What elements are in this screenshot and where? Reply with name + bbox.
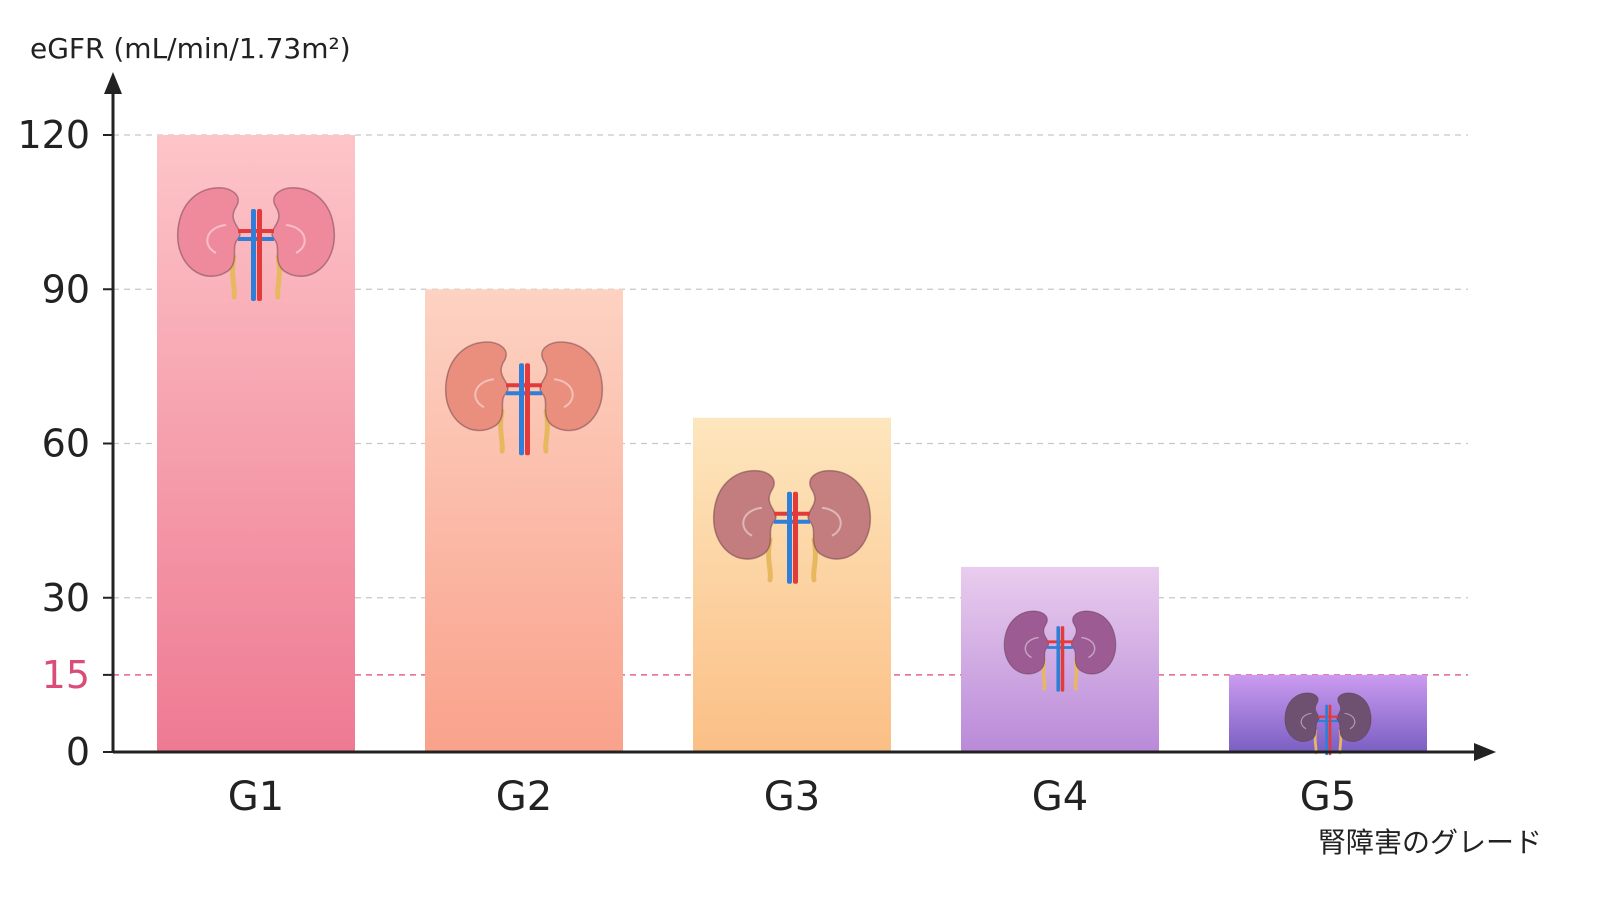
x-category-label-G5: G5 (1300, 774, 1356, 820)
axes (104, 72, 1496, 761)
kidney-icon (176, 187, 336, 301)
x-category-label-G1: G1 (228, 774, 284, 820)
x-categories: G1 G2 G3 G4 G5 (228, 774, 1356, 820)
y-axis-arrow-icon (104, 72, 122, 94)
y-axis-title: eGFR (mL/min/1.73m²) (30, 32, 351, 65)
x-axis-arrow-icon (1474, 743, 1496, 761)
y-tick-label-60: 60 (42, 422, 90, 466)
kidney-icon (444, 341, 604, 456)
kidney-icon (1003, 610, 1117, 692)
kidney-icon (712, 469, 872, 584)
y-tick-label-90: 90 (42, 267, 90, 311)
y-ticks: 0 15 30 60 90 120 (17, 113, 113, 774)
x-category-label-G2: G2 (496, 774, 552, 820)
y-tick-label-15: 15 (42, 653, 90, 697)
bar-G3 (693, 417, 891, 752)
x-category-label-G3: G3 (764, 774, 820, 820)
y-tick-label-0: 0 (66, 730, 90, 774)
kidney-icon (1284, 692, 1372, 756)
bars (157, 135, 1427, 756)
x-category-label-G4: G4 (1032, 774, 1088, 820)
y-tick-label-30: 30 (42, 576, 90, 620)
x-axis-title: 腎障害のグレード (1318, 826, 1542, 859)
y-tick-label-120: 120 (17, 113, 90, 157)
